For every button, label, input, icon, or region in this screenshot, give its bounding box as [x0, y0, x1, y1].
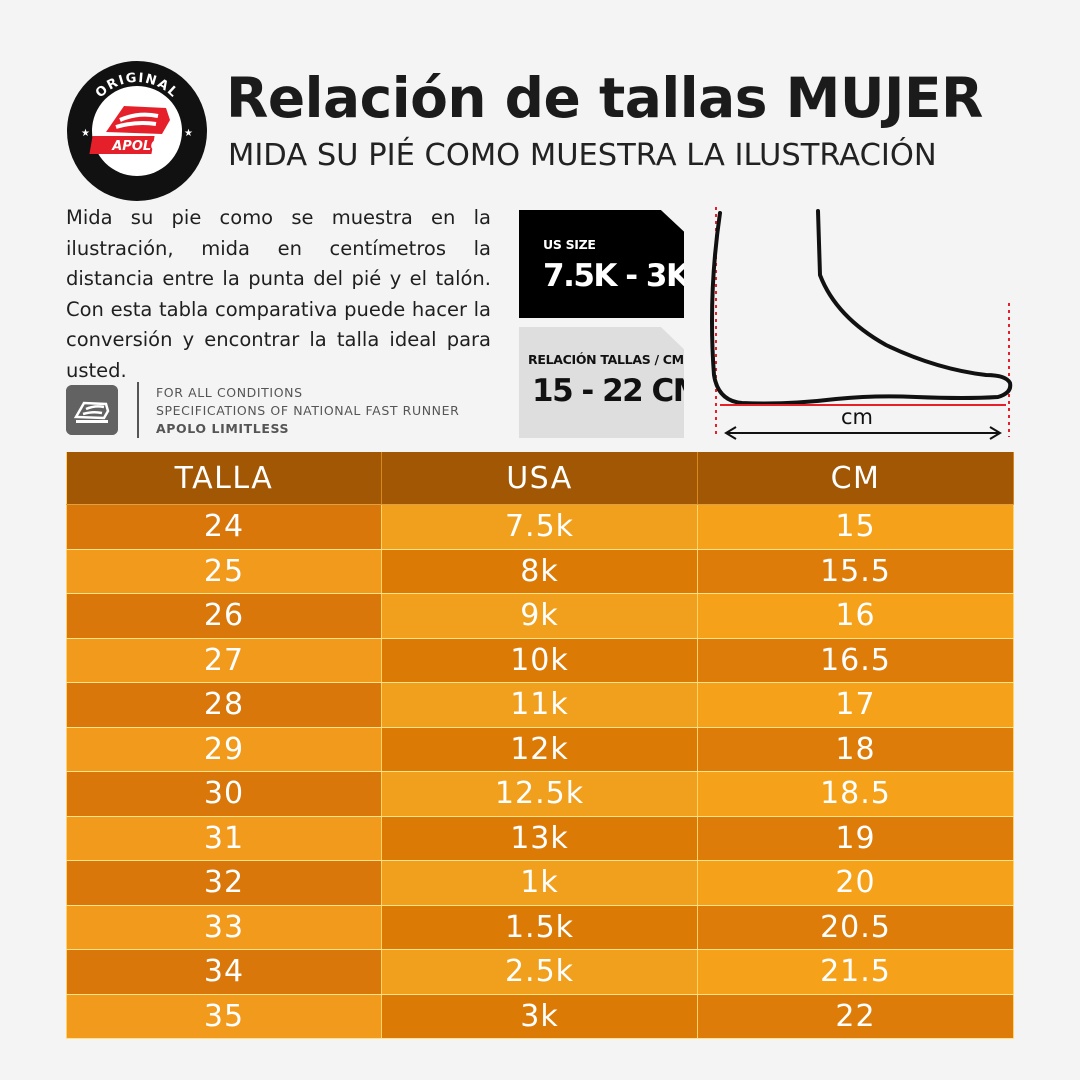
cell-cm: 21.5 — [697, 949, 1014, 995]
cell-talla: 33 — [66, 905, 382, 950]
us-size-value: 7.5K - 3K — [543, 258, 689, 294]
cell-cm: 20.5 — [697, 905, 1014, 950]
cell-cm: 15.5 — [697, 549, 1014, 594]
page-title: Relación de tallas MUJER — [226, 66, 983, 130]
table-row: 29 12k 18 — [66, 727, 1014, 772]
brand-taglines: FOR ALL CONDITIONS SPECIFICATIONS OF NAT… — [156, 384, 459, 438]
cell-cm: 15 — [697, 504, 1014, 550]
cell-usa: 1k — [381, 860, 698, 906]
cell-cm: 20 — [697, 860, 1014, 906]
logo-bottom-text: SHOES — [110, 157, 163, 177]
cell-usa: 12.5k — [381, 771, 698, 817]
cell-talla: 27 — [66, 638, 382, 683]
table-header-row: TALLA USA CM — [66, 452, 1014, 505]
cm-size-label: RELACIÓN TALLAS / CM — [528, 352, 684, 367]
table-row: 24 7.5k 15 — [66, 504, 1014, 550]
cell-usa: 3k — [381, 994, 698, 1039]
cell-usa: 10k — [381, 638, 698, 683]
cell-usa: 7.5k — [381, 504, 698, 550]
cell-usa: 12k — [381, 727, 698, 772]
cm-size-box: RELACIÓN TALLAS / CM 15 - 22 CM — [519, 327, 684, 438]
cell-talla: 34 — [66, 949, 382, 995]
size-table: TALLA USA CM 24 7.5k 15 25 8k 15.5 26 9k 16 27… — [66, 452, 1014, 1039]
us-size-box: US SIZE 7.5K - 3K — [519, 210, 684, 318]
svg-text:★: ★ — [184, 128, 193, 139]
tagline-1: FOR ALL CONDITIONS — [156, 385, 303, 400]
tagline-3: APOLO LIMITLESS — [156, 421, 290, 436]
header-cm: CM — [697, 452, 1014, 505]
table-row: 35 3k 22 — [66, 994, 1014, 1039]
svg-text:★: ★ — [81, 128, 90, 139]
table-row: 27 10k 16.5 — [66, 638, 1014, 683]
cell-cm: 17 — [697, 682, 1014, 728]
apolo-logo: ORIGINAL SHOES ★ ★ APOLO — [67, 61, 207, 201]
cell-talla: 30 — [66, 771, 382, 817]
table-row: 30 12.5k 18.5 — [66, 771, 1014, 817]
logo-emblem-icon: APOLO — [89, 106, 170, 154]
table-row: 32 1k 20 — [66, 860, 1014, 906]
foot-outline-icon — [710, 207, 1013, 440]
cell-talla: 25 — [66, 549, 382, 594]
cell-usa: 11k — [381, 682, 698, 728]
table-row: 25 8k 15.5 — [66, 549, 1014, 594]
cell-usa: 1.5k — [381, 905, 698, 950]
brand-divider — [137, 382, 139, 438]
foot-measure-label: cm — [841, 405, 874, 429]
cell-talla: 35 — [66, 994, 382, 1039]
cell-talla: 26 — [66, 593, 382, 639]
table-row: 31 13k 19 — [66, 816, 1014, 861]
cell-cm: 19 — [697, 816, 1014, 861]
cell-talla: 31 — [66, 816, 382, 861]
cell-cm: 22 — [697, 994, 1014, 1039]
page-subtitle: MIDA SU PIÉ COMO MUESTRA LA ILUSTRACIÓN — [228, 138, 937, 173]
tagline-2: SPECIFICATIONS OF NATIONAL FAST RUNNER — [156, 403, 460, 418]
intro-text: Mida su pie como se muestra en la ilustr… — [66, 206, 491, 382]
cell-talla: 29 — [66, 727, 382, 772]
table-row: 28 11k 17 — [66, 682, 1014, 728]
logo-brand-text: APOLO — [111, 139, 162, 154]
cell-usa: 2.5k — [381, 949, 698, 995]
cell-talla: 32 — [66, 860, 382, 906]
table-row: 33 1.5k 20.5 — [66, 905, 1014, 950]
cell-cm: 16 — [697, 593, 1014, 639]
table-row: 26 9k 16 — [66, 593, 1014, 639]
cell-usa: 13k — [381, 816, 698, 861]
cell-talla: 28 — [66, 682, 382, 728]
us-size-label: US SIZE — [543, 237, 596, 252]
header-usa: USA — [381, 452, 698, 505]
cm-size-value: 15 - 22 CM — [532, 373, 703, 409]
cell-usa: 8k — [381, 549, 698, 594]
cell-talla: 24 — [66, 504, 382, 550]
header-talla: TALLA — [66, 452, 382, 505]
cell-usa: 9k — [381, 593, 698, 639]
apolo-emblem-icon — [66, 385, 118, 435]
cell-cm: 18.5 — [697, 771, 1014, 817]
cell-cm: 18 — [697, 727, 1014, 772]
cell-cm: 16.5 — [697, 638, 1014, 683]
table-row: 34 2.5k 21.5 — [66, 949, 1014, 995]
